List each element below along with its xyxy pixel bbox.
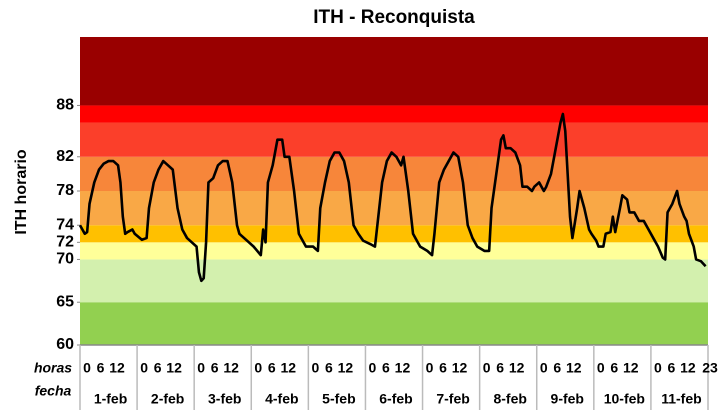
hour-label: 0 xyxy=(426,360,434,376)
hour-label: 12 xyxy=(166,360,182,376)
hour-label: 12 xyxy=(509,360,525,376)
band xyxy=(80,122,708,157)
y-tick-label: 70 xyxy=(56,251,74,268)
row-label: horas xyxy=(34,360,72,376)
hour-label: 12 xyxy=(223,360,239,376)
band xyxy=(80,259,708,303)
band xyxy=(80,302,708,345)
y-tick-label: 74 xyxy=(56,216,74,233)
hour-label: 12 xyxy=(109,360,125,376)
hour-label: 0 xyxy=(311,360,319,376)
hour-label: 12 xyxy=(395,360,411,376)
hour-label: 0 xyxy=(83,360,91,376)
hour-label: 0 xyxy=(140,360,148,376)
band xyxy=(80,105,708,123)
hour-label: 12 xyxy=(452,360,468,376)
x-tick-label: 4-feb xyxy=(265,391,298,407)
y-tick-label: 82 xyxy=(56,148,74,165)
hour-label: 0 xyxy=(254,360,262,376)
y-tick-label: 60 xyxy=(56,336,74,353)
x-tick-label: 2-feb xyxy=(151,391,184,407)
hour-label: 12 xyxy=(623,360,639,376)
x-tick-label: 11-feb xyxy=(661,391,701,407)
band xyxy=(80,156,708,191)
band xyxy=(80,37,708,106)
hour-label: 6 xyxy=(268,360,276,376)
hour-label: 0 xyxy=(654,360,662,376)
hour-label: 6 xyxy=(496,360,504,376)
band xyxy=(80,191,708,226)
x-tick-label: 3-feb xyxy=(208,391,241,407)
hour-label: 0 xyxy=(597,360,605,376)
y-axis-label: ITH horario xyxy=(13,149,30,235)
x-tick-label: 1-feb xyxy=(94,391,127,407)
x-tick-label: 6-feb xyxy=(379,391,412,407)
ith-line xyxy=(78,112,707,283)
hour-label: 0 xyxy=(197,360,205,376)
hour-label: 12 xyxy=(280,360,296,376)
hour-label: 0 xyxy=(369,360,377,376)
x-tick-label: 10-feb xyxy=(604,391,645,407)
hour-label: 6 xyxy=(382,360,390,376)
hour-label: 12 xyxy=(338,360,354,376)
x-tick-label: 7-feb xyxy=(436,391,469,407)
x-tick-label: 9-feb xyxy=(551,391,584,407)
row-label: fecha xyxy=(35,383,72,399)
hour-label: 6 xyxy=(610,360,618,376)
hour-label: 6 xyxy=(325,360,333,376)
hour-label: 6 xyxy=(553,360,561,376)
hour-label: 6 xyxy=(154,360,162,376)
y-tick-label: 88 xyxy=(56,97,74,114)
hour-label: 6 xyxy=(97,360,105,376)
hour-label: 6 xyxy=(439,360,447,376)
x-tick-label: 8-feb xyxy=(493,391,526,407)
band xyxy=(80,242,708,260)
x-tick-label: 5-feb xyxy=(322,391,355,407)
y-tick-label: 72 xyxy=(56,234,74,251)
hour-label: 6 xyxy=(668,360,676,376)
hour-label: 12 xyxy=(566,360,582,376)
hour-label: 12 xyxy=(680,360,696,376)
chart-title: ITH - Reconquista xyxy=(313,7,475,28)
y-tick-label: 78 xyxy=(56,182,74,199)
hour-label: 0 xyxy=(540,360,548,376)
hour-label: 6 xyxy=(211,360,219,376)
hour-label: 23 xyxy=(702,360,718,376)
y-tick-label: 65 xyxy=(56,293,74,310)
hour-label: 0 xyxy=(483,360,491,376)
